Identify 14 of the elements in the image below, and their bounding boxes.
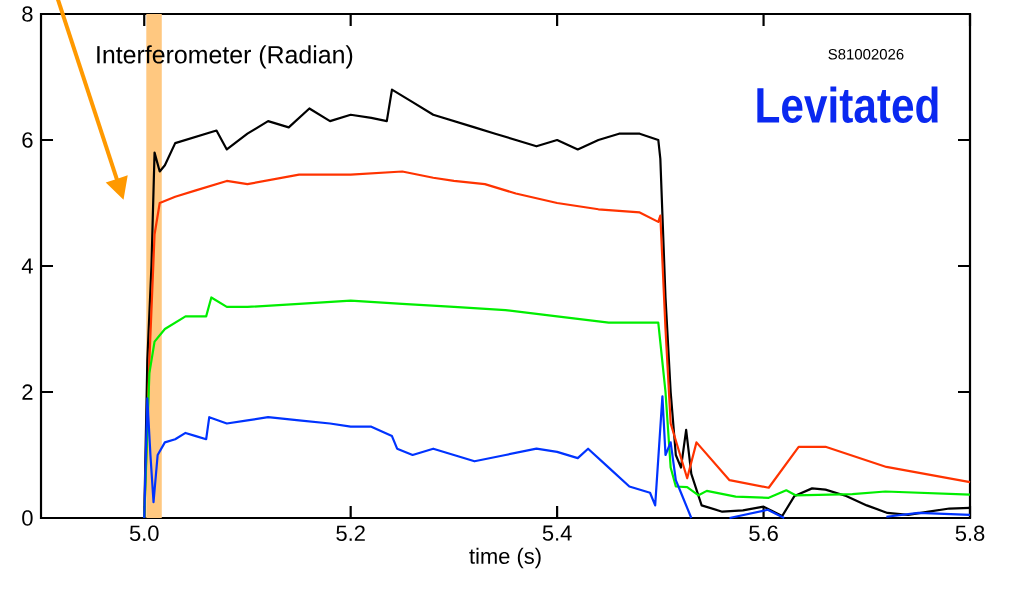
x-tick-label: 5.2 xyxy=(336,525,365,542)
x-axis-title: time (s) xyxy=(469,547,541,569)
y-tick-label: 0 xyxy=(22,510,33,526)
x-tick-label: 5.6 xyxy=(749,525,778,542)
y-tick-label: 6 xyxy=(22,132,33,148)
y-tick-label: 8 xyxy=(22,6,33,22)
y-tick-label: 2 xyxy=(22,384,33,400)
y-tick-label: 4 xyxy=(21,258,33,274)
annotation: S81002026 xyxy=(828,49,904,60)
x-tick-label: 5.0 xyxy=(129,525,159,542)
annotation: Levitated xyxy=(757,86,938,123)
annotation: Interferometer (Radian) xyxy=(97,45,353,69)
x-tick-label: 5.4 xyxy=(542,525,572,541)
x-tick-label: 5.8 xyxy=(955,525,985,542)
